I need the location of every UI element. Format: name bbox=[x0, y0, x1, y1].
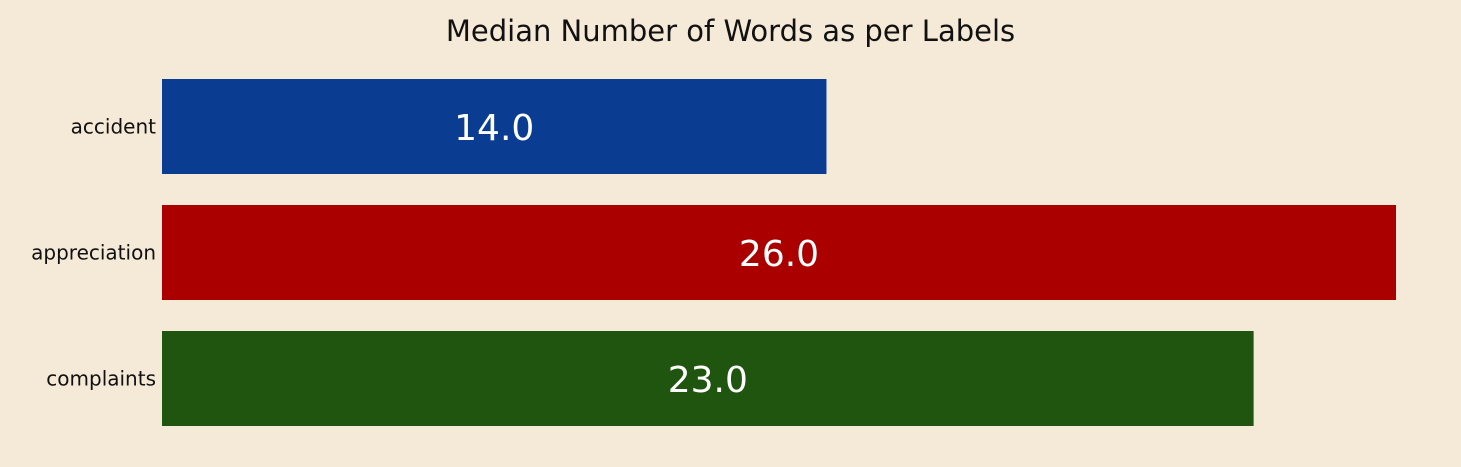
bar-appreciation bbox=[162, 205, 1396, 300]
chart-title: Median Number of Words as per Labels bbox=[445, 14, 1016, 48]
category-label-complaints: complaints bbox=[46, 367, 156, 391]
bar-complaints bbox=[162, 331, 1254, 426]
category-label-appreciation: appreciation bbox=[31, 241, 156, 265]
value-label-accident: 14.0 bbox=[454, 108, 534, 149]
value-label-appreciation: 26.0 bbox=[739, 234, 819, 275]
value-label-complaints: 23.0 bbox=[668, 360, 748, 401]
bar-accident bbox=[162, 79, 827, 174]
category-label-accident: accident bbox=[71, 115, 156, 139]
